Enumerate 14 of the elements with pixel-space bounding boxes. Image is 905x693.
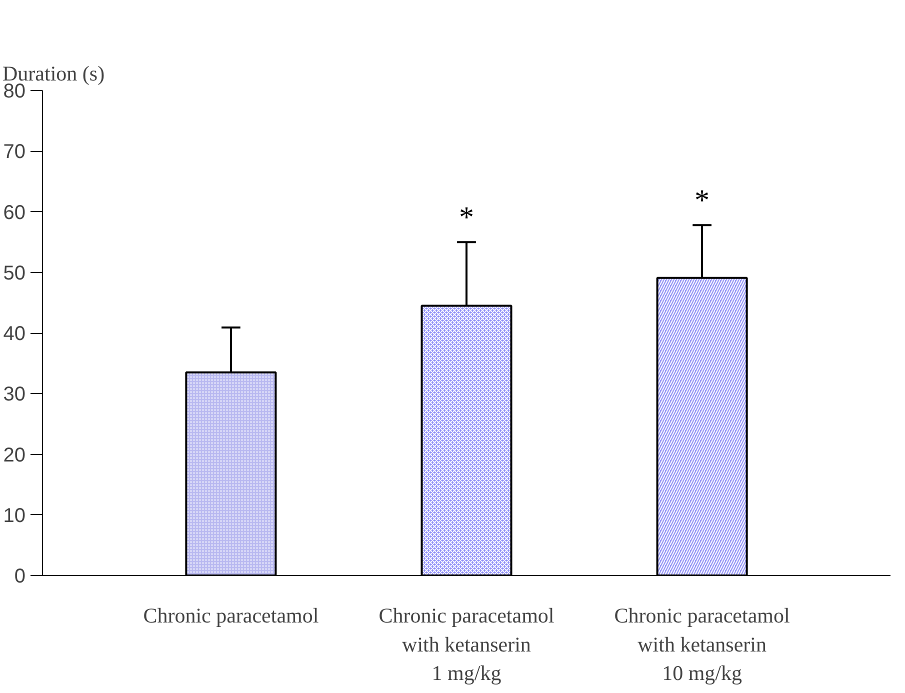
y-tick-label: 40 — [3, 323, 26, 345]
x-tick-label: Chronic paracetamol — [143, 604, 319, 628]
y-tick-label: 0 — [14, 566, 26, 588]
y-tick-label: 10 — [3, 504, 26, 527]
y-tick-label: 20 — [3, 444, 26, 466]
annotation: * — [459, 201, 474, 234]
x-tick-label: Chronic paracetamol with ketanserin 1 mg/kg — [378, 604, 554, 686]
y-tick-label: 70 — [3, 141, 26, 164]
y-tick-label: 50 — [3, 262, 26, 284]
y-tick-label: 80 — [3, 80, 26, 102]
y-tick-label: 60 — [3, 202, 26, 224]
annotation: * — [694, 184, 710, 218]
y-tick-label: 30 — [3, 384, 26, 406]
x-tick-label: Chronic paracetamol with ketanserin 10 mg/kg — [614, 604, 790, 686]
